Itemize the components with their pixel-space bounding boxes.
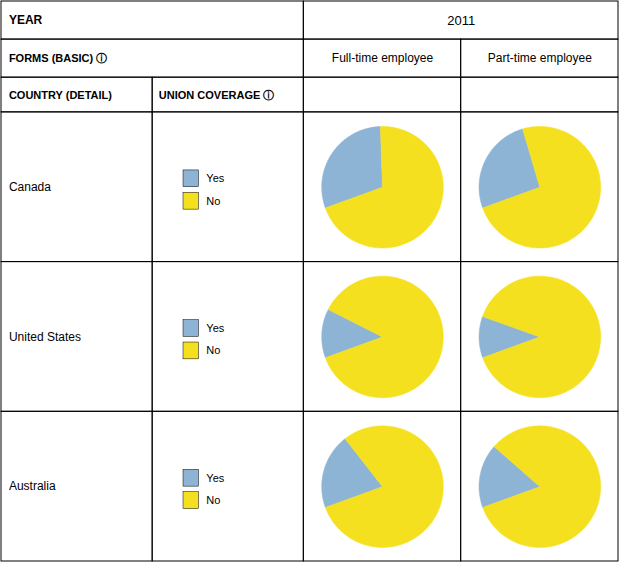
svg-text:Full-time employee: Full-time employee <box>332 51 434 65</box>
svg-text:Yes: Yes <box>206 472 224 484</box>
svg-text:Yes: Yes <box>206 322 224 334</box>
svg-text:Australia: Australia <box>9 479 56 493</box>
svg-text:No: No <box>206 494 220 506</box>
svg-text:Yes: Yes <box>206 172 224 184</box>
svg-text:COUNTRY (DETAIL): COUNTRY (DETAIL) <box>9 89 112 101</box>
svg-text:United States: United States <box>9 330 81 344</box>
svg-text:YEAR: YEAR <box>9 13 43 27</box>
svg-text:No: No <box>206 195 220 207</box>
svg-text:UNION COVERAGE ⓘ: UNION COVERAGE ⓘ <box>159 89 275 101</box>
svg-text:Canada: Canada <box>9 180 51 194</box>
svg-text:No: No <box>206 344 220 356</box>
svg-text:Part-time employee: Part-time employee <box>488 51 592 65</box>
svg-text:FORMS (BASIC) ⓘ: FORMS (BASIC) ⓘ <box>9 52 107 64</box>
svg-text:2011: 2011 <box>447 13 475 28</box>
